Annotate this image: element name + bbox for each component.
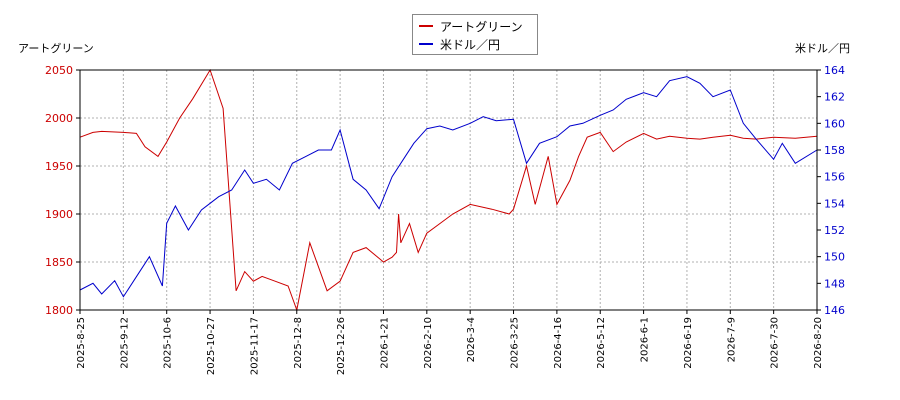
y-left-tick-label: 1900 <box>45 208 73 221</box>
x-tick-label: 2026-3-25 <box>510 317 521 369</box>
legend-label-0: アートグリーン <box>440 19 523 34</box>
y-right-tick-label: 150 <box>824 251 845 264</box>
y-right-tick-label: 152 <box>824 224 845 237</box>
y-right-tick-label: 158 <box>824 144 845 157</box>
x-tick-label: 2026-7-30 <box>770 317 781 369</box>
y-right-tick-label: 154 <box>824 197 845 210</box>
y-left-tick-label: 1950 <box>45 160 73 173</box>
y-right-tick-label: 148 <box>824 277 845 290</box>
y-right-tick-label: 156 <box>824 171 845 184</box>
x-tick-label: 2026-3-4 <box>466 317 477 362</box>
legend-swatch-red <box>419 25 433 27</box>
x-tick-label: 2026-4-16 <box>553 317 564 369</box>
x-tick-label: 2026-6-19 <box>683 317 694 369</box>
y-left-tick-label: 1800 <box>45 304 73 317</box>
x-tick-label: 2026-2-10 <box>423 317 434 369</box>
x-tick-label: 2026-5-12 <box>596 317 607 369</box>
x-tick-label: 2025-10-27 <box>206 317 217 375</box>
y-left-tick-label: 2050 <box>45 64 73 77</box>
x-tick-label: 2025-9-12 <box>119 317 130 369</box>
legend-label-1: 米ドル／円 <box>440 37 501 52</box>
plot-frame <box>79 69 818 311</box>
x-tick-label: 2026-8-20 <box>813 317 824 369</box>
x-tick-label: 2026-6-1 <box>640 317 651 362</box>
x-tick-label: 2025-12-8 <box>293 317 304 369</box>
y-left-tick-label: 2000 <box>45 112 73 125</box>
x-tick-label: 2026-1-21 <box>379 317 390 369</box>
right-axis-title: 米ドル／円 <box>795 42 850 55</box>
x-tick-label: 2025-8-25 <box>76 317 87 369</box>
x-tick-label: 2025-12-26 <box>336 317 347 375</box>
series-lines <box>79 68 818 312</box>
y-left-tick-label: 1850 <box>45 256 73 269</box>
legend-item-0: アートグリーン <box>419 18 523 34</box>
ticks: 2025-8-25 2025-9-12 2025-10-6 2025-10-27 202… <box>45 64 845 375</box>
legend-swatch-blue <box>419 43 433 45</box>
series-line-0 <box>79 68 818 312</box>
left-axis-title: アートグリーン <box>18 42 94 55</box>
x-tick-label: 2025-11-17 <box>249 317 260 375</box>
y-right-tick-label: 162 <box>824 91 845 104</box>
grid <box>79 69 818 311</box>
y-right-tick-label: 164 <box>824 64 845 77</box>
series-line-1 <box>79 76 818 298</box>
legend: アートグリーン 米ドル／円 <box>412 14 538 55</box>
y-right-tick-label: 160 <box>824 117 845 130</box>
y-right-tick-label: 146 <box>824 304 845 317</box>
x-tick-label: 2026-7-9 <box>726 317 737 362</box>
legend-item-1: 米ドル／円 <box>419 36 500 52</box>
x-tick-label: 2025-10-6 <box>163 317 174 369</box>
